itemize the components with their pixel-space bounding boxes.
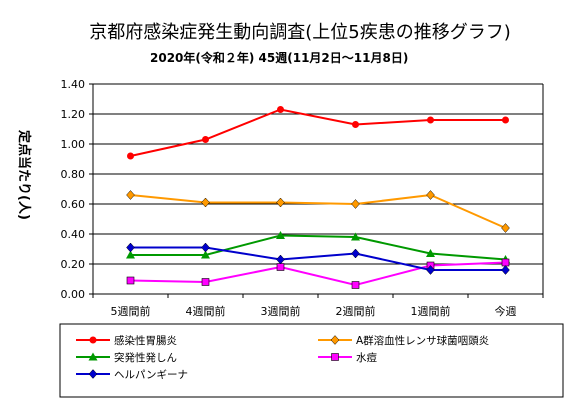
series-4 — [126, 242, 510, 275]
y-axis-label: 定点当たり(人) — [16, 129, 32, 220]
data-point — [201, 242, 210, 253]
x-tick-label: 5週間前 — [111, 304, 151, 318]
y-tick-label: 0.60 — [61, 198, 86, 211]
data-point — [426, 249, 435, 257]
series-3 — [126, 258, 510, 289]
x-tick-labels: 5週間前 4週間前 3週間前 2週間前 1週間前 今週 — [111, 304, 517, 318]
series-1 — [126, 190, 510, 233]
data-point — [426, 265, 435, 275]
series-line — [130, 246, 506, 271]
data-point — [502, 116, 509, 124]
series-line — [130, 193, 506, 229]
data-point — [426, 190, 435, 200]
y-tick-labels: 0.00 0.20 0.40 0.60 0.80 1.00 1.20 1.40 — [61, 78, 86, 301]
legend-item-3: 水痘 — [318, 351, 377, 364]
chart-subtitle: 2020年(令和２年) 45週(11月2日～11月8日) — [150, 50, 408, 65]
x-tick-label: 2週間前 — [336, 304, 376, 318]
legend-label: 突発性発しん — [114, 351, 177, 364]
data-point — [352, 121, 359, 128]
legend-marker — [88, 369, 98, 379]
legend-marker — [330, 335, 340, 345]
legend-label: ヘルパンギーナ — [114, 369, 188, 381]
data-point — [126, 276, 135, 285]
data-point — [201, 278, 210, 286]
data-point — [351, 199, 360, 209]
data-point — [126, 250, 135, 259]
legend-marker — [88, 352, 98, 361]
data-point — [276, 254, 285, 265]
y-tick-label: 0.80 — [61, 168, 86, 181]
series-0 — [127, 106, 509, 160]
chart-title: 京都府感染症発生動向調査(上位5疾患の推移グラフ) — [89, 22, 511, 43]
x-tick-label: 今週 — [495, 304, 517, 318]
series-line — [130, 261, 506, 287]
y-tick-label: 1.00 — [61, 138, 86, 151]
x-tick-label: 1週間前 — [411, 304, 451, 318]
y-tick-label: 1.20 — [61, 108, 86, 121]
data-point — [501, 265, 510, 275]
legend-box — [59, 323, 564, 398]
data-point — [201, 197, 210, 208]
y-tick-label: 0.20 — [61, 258, 86, 271]
data-point — [127, 152, 134, 160]
data-point — [126, 242, 135, 253]
data-point — [202, 136, 209, 143]
legend-item-0: 感染性胃腸炎 — [76, 334, 177, 347]
legend-label: 水痘 — [356, 351, 377, 364]
legend-label: 感染性胃腸炎 — [114, 334, 177, 347]
data-point — [351, 281, 360, 289]
legend-label: A群溶血性レンサ球菌咽頭炎 — [356, 334, 490, 347]
data-point — [276, 263, 285, 271]
legend-marker — [89, 336, 97, 344]
series-line — [130, 108, 506, 157]
data-point — [277, 106, 284, 113]
grid-lines — [89, 83, 544, 298]
data-point — [501, 258, 510, 267]
x-tick-label: 3週間前 — [261, 304, 301, 318]
y-tick-label: 0.00 — [61, 288, 86, 301]
legend-item-1: A群溶血性レンサ球菌咽頭炎 — [318, 334, 490, 347]
x-tick-label: 4週間前 — [186, 304, 226, 318]
data-point — [201, 250, 210, 259]
data-point — [351, 232, 360, 241]
data-point — [276, 231, 285, 239]
y-tick-label: 0.40 — [61, 228, 86, 241]
legend-marker — [331, 353, 339, 361]
legend-item-2: 突発性発しん — [76, 351, 177, 364]
legend-item-4: ヘルパンギーナ — [76, 369, 188, 381]
data-point — [351, 248, 360, 259]
data-point — [501, 223, 510, 233]
data-point — [276, 197, 285, 208]
y-tick-label: 1.40 — [61, 78, 86, 91]
data-point — [427, 116, 434, 124]
data-point — [126, 190, 135, 200]
series-line — [130, 234, 506, 261]
series-2 — [126, 231, 510, 263]
series-layer — [126, 106, 510, 289]
